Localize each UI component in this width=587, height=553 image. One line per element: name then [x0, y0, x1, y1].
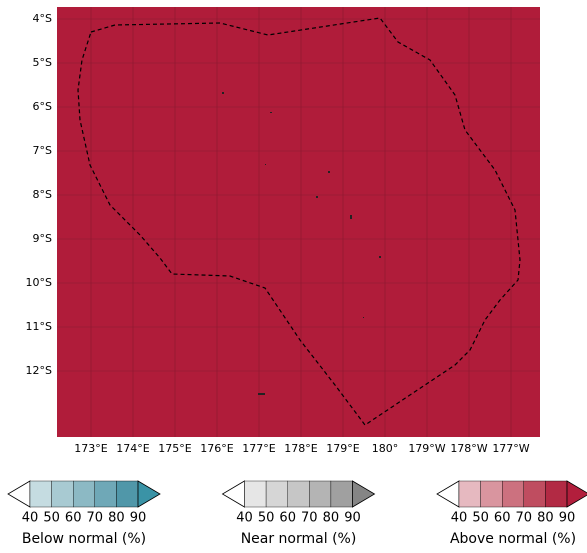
colorbar-segment — [72, 480, 95, 508]
colorbar-segment — [29, 480, 52, 508]
lat-label: 5°S — [33, 56, 52, 69]
lat-label: 9°S — [33, 232, 52, 245]
colorbar-segment — [244, 480, 267, 508]
colorbar-segment — [287, 480, 310, 508]
lon-label: 177°W — [492, 442, 529, 455]
colorbar-tick: 50 — [258, 511, 275, 526]
colorbar-segment — [502, 480, 525, 508]
lon-label: 175°E — [158, 442, 191, 455]
lon-label: 174°E — [116, 442, 149, 455]
lon-label: 178°E — [284, 442, 317, 455]
lat-label: 7°S — [33, 144, 52, 157]
lon-label: 177°E — [242, 442, 275, 455]
colorbar-extend — [436, 480, 460, 508]
colorbar-tick: 40 — [22, 511, 39, 526]
lon-label: 180° — [372, 442, 399, 455]
colorbar-segment — [545, 480, 568, 508]
colorbar-tick: 80 — [323, 511, 340, 526]
colorbar-tick: 60 — [494, 511, 511, 526]
colorbar-tick: 90 — [559, 511, 576, 526]
colorbar-tick: 50 — [472, 511, 489, 526]
colorbar-tick: 70 — [301, 511, 318, 526]
colorbar-tick: 70 — [87, 511, 104, 526]
colorbar-tick: 90 — [130, 511, 147, 526]
lat-label: 6°S — [33, 100, 52, 113]
region-boundary — [77, 17, 521, 426]
colorbar-tick: 40 — [451, 511, 468, 526]
colorbar-extend — [221, 480, 245, 508]
lat-label: 11°S — [26, 320, 52, 333]
map-area — [57, 7, 540, 437]
colorbar-tick: 80 — [108, 511, 125, 526]
colorbar-segment — [116, 480, 139, 508]
lon-label: 178°W — [450, 442, 487, 455]
colorbar-title: Near normal (%) — [241, 531, 357, 547]
colorbar-segment — [330, 480, 353, 508]
lon-label: 179°E — [326, 442, 359, 455]
colorbar-tick: 60 — [279, 511, 296, 526]
colorbar-title: Above normal (%) — [450, 531, 576, 547]
colorbar-tick: 70 — [516, 511, 533, 526]
colorbar-segment — [51, 480, 74, 508]
lat-label: 12°S — [26, 364, 52, 377]
colorbar-tick: 50 — [43, 511, 60, 526]
lat-label: 8°S — [33, 188, 52, 201]
colorbar-segment — [265, 480, 288, 508]
colorbar-segment — [480, 480, 503, 508]
lon-label: 173°E — [74, 442, 107, 455]
colorbar-extend — [352, 480, 376, 508]
colorbar-segment — [94, 480, 117, 508]
colorbar-tick: 40 — [236, 511, 253, 526]
colorbar-extend — [566, 480, 587, 508]
colorbar-extend — [7, 480, 31, 508]
lon-label: 179°W — [408, 442, 445, 455]
colorbar-tick: 60 — [65, 511, 82, 526]
lat-label: 4°S — [33, 12, 52, 25]
colorbar-title: Below normal (%) — [22, 531, 146, 547]
colorbar-segment — [523, 480, 546, 508]
lon-label: 176°E — [200, 442, 233, 455]
colorbar-segment — [309, 480, 332, 508]
colorbar-tick: 90 — [344, 511, 361, 526]
lat-label: 10°S — [26, 276, 52, 289]
islands — [222, 92, 381, 395]
colorbar-extend — [137, 480, 161, 508]
colorbar-segment — [458, 480, 481, 508]
colorbar-tick: 80 — [537, 511, 554, 526]
